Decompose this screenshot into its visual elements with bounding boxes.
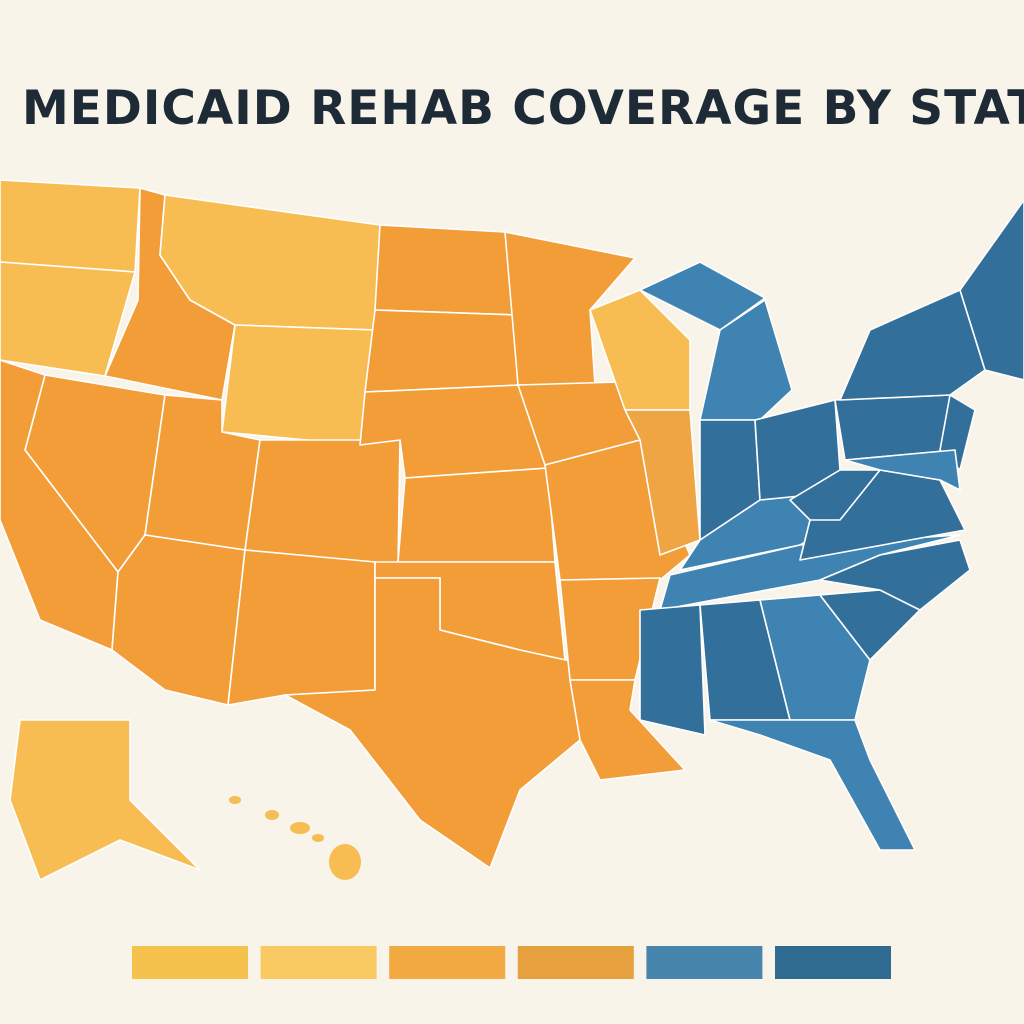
legend-swatch	[646, 946, 763, 979]
island	[265, 810, 279, 820]
state	[639, 604, 706, 736]
state	[364, 309, 521, 393]
state	[227, 549, 376, 706]
legend-swatch	[260, 946, 377, 979]
state	[284, 577, 581, 869]
island	[290, 822, 310, 834]
state	[0, 179, 141, 273]
state	[834, 394, 956, 461]
legend-swatch	[517, 946, 634, 979]
island	[329, 844, 361, 880]
state	[569, 679, 686, 781]
map-title: MEDICAID REHAB COVERAGE BY STATE	[22, 81, 1024, 136]
state	[959, 199, 1024, 381]
state	[9, 719, 201, 881]
state	[759, 594, 871, 721]
state	[624, 409, 701, 556]
state	[397, 467, 556, 563]
island	[229, 796, 241, 804]
state	[244, 439, 401, 566]
legend-swatch	[389, 946, 506, 979]
legend-swatch	[132, 946, 248, 979]
state	[504, 231, 636, 386]
states	[0, 179, 1024, 881]
legend-swatch	[775, 946, 891, 979]
state	[789, 469, 881, 521]
state	[589, 289, 691, 411]
legend	[132, 946, 891, 979]
island	[312, 834, 324, 842]
state	[819, 539, 971, 611]
state	[221, 324, 376, 446]
state	[639, 261, 766, 331]
state	[374, 224, 519, 316]
state	[709, 719, 916, 851]
state	[844, 449, 961, 491]
